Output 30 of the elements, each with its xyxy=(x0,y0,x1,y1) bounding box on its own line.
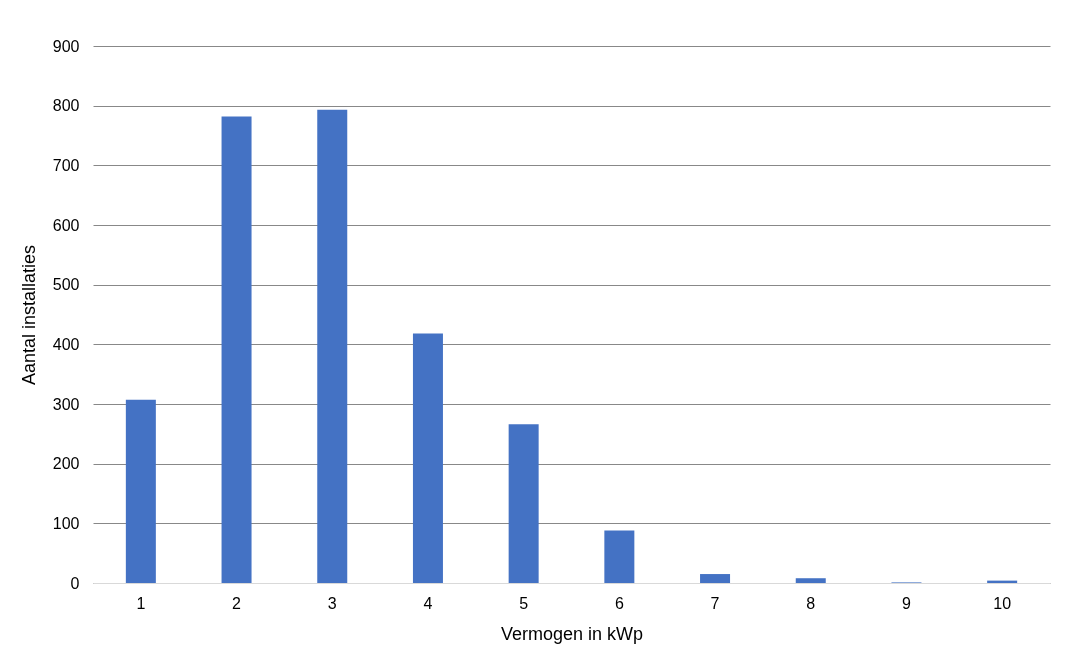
bar xyxy=(508,424,539,583)
x-tick-label: 6 xyxy=(614,594,624,612)
x-tick-label: 3 xyxy=(327,594,337,612)
bar xyxy=(317,109,348,583)
y-tick-label: 600 xyxy=(52,216,80,234)
y-tick-label: 900 xyxy=(52,37,80,55)
bar xyxy=(221,116,252,583)
y-tick-label: 500 xyxy=(52,276,80,294)
y-tick-label: 0 xyxy=(70,574,80,592)
x-tick-label: 8 xyxy=(806,594,816,612)
y-axis-title: Aantal installaties xyxy=(18,244,39,386)
x-tick-label: 1 xyxy=(136,594,146,612)
x-tick-label: 2 xyxy=(232,594,242,612)
y-tick-label: 400 xyxy=(52,335,80,353)
y-tick-label: 100 xyxy=(52,514,80,532)
x-tick-label: 5 xyxy=(519,594,529,612)
bar xyxy=(700,574,731,583)
x-tick-label: 10 xyxy=(993,594,1012,612)
x-tick-label: 4 xyxy=(423,594,433,612)
x-axis-title: Vermogen in kWp xyxy=(500,623,644,644)
x-tick-label: 7 xyxy=(710,594,720,612)
y-tick-label: 700 xyxy=(52,156,80,174)
x-tick-label: 9 xyxy=(902,594,911,612)
bar xyxy=(604,530,635,583)
bar xyxy=(795,578,826,583)
y-tick-label: 300 xyxy=(52,395,80,413)
bar xyxy=(412,333,443,583)
y-tick-label: 200 xyxy=(52,455,80,473)
y-tick-label: 800 xyxy=(52,97,80,115)
bar xyxy=(125,399,156,583)
